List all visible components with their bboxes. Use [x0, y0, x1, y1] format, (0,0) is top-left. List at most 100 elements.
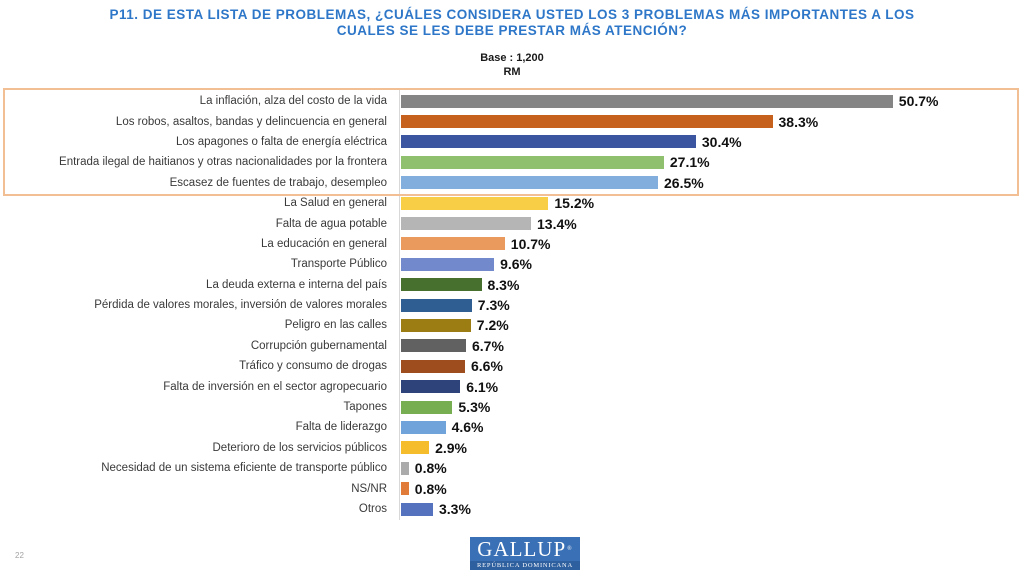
base-label: Base : 1,200	[480, 52, 544, 64]
bar-area: 6.7%	[401, 338, 1024, 354]
category-label: Escasez de fuentes de trabajo, desempleo	[169, 176, 387, 189]
bar-area: 4.6%	[401, 419, 1024, 435]
chart-row: Los robos, asaltos, bandas y delincuenci…	[0, 111, 1024, 131]
bar-area: 0.8%	[401, 481, 1024, 497]
chart-row: Corrupción gubernamental 6.7%	[0, 336, 1024, 356]
chart-row: NS/NR 0.8%	[0, 478, 1024, 498]
chart-row: La inflación, alza del costo de la vida 5…	[0, 91, 1024, 111]
value-label: 5.3%	[458, 399, 491, 416]
bar-area: 9.6%	[401, 256, 1024, 272]
bar	[401, 196, 549, 210]
category-label: Falta de inversión en el sector agropecu…	[163, 380, 387, 393]
bar-area: 38.3%	[401, 114, 1024, 130]
chart-row: Pérdida de valores morales, inversión de…	[0, 295, 1024, 315]
gallup-logo-text: GALLUP	[477, 537, 567, 561]
chart-row: Transporte Público 9.6%	[0, 254, 1024, 274]
chart-row: Falta de inversión en el sector agropecu…	[0, 376, 1024, 396]
category-label: Pérdida de valores morales, inversión de…	[94, 299, 387, 312]
category-label: Deterioro de los servicios públicos	[212, 441, 388, 454]
category-label: La Salud en general	[284, 197, 387, 210]
bar	[401, 502, 433, 516]
value-label: 30.4%	[701, 133, 742, 150]
chart-row: Falta de agua potable 13.4%	[0, 213, 1024, 233]
bar-area: 0.8%	[401, 460, 1024, 476]
category-label: Los apagones o falta de energía eléctric…	[176, 135, 387, 148]
bar	[401, 94, 893, 108]
chart-row: Entrada ilegal de haitianos y otras naci…	[0, 152, 1024, 172]
value-label: 50.7%	[898, 93, 939, 110]
value-label: 0.8%	[414, 460, 447, 477]
base-block: Base : 1,200 RM	[0, 51, 1024, 79]
bar-area: 6.6%	[401, 358, 1024, 374]
page-number: 22	[15, 551, 24, 560]
category-label: Tapones	[343, 401, 387, 414]
bar-area: 8.3%	[401, 277, 1024, 293]
bar-area: 2.9%	[401, 440, 1024, 456]
category-label: Otros	[358, 503, 387, 515]
page-title-line1: P11. DE ESTA LISTA DE PROBLEMAS, ¿CUÁLES…	[109, 7, 915, 22]
category-label: Transporte Público	[290, 258, 387, 271]
page-title-line2: CUALES SE LES DEBE PRESTAR MÁS ATENCIÓN?	[336, 23, 688, 38]
chart-row: Peligro en las calles 7.2%	[0, 315, 1024, 335]
bar-area: 30.4%	[401, 134, 1024, 150]
registered-mark: ®	[567, 546, 573, 552]
value-label: 15.2%	[554, 195, 595, 212]
bar	[401, 380, 461, 394]
value-label: 8.3%	[487, 276, 520, 293]
value-label: 38.3%	[778, 113, 819, 130]
bar	[401, 400, 453, 414]
bar-area: 10.7%	[401, 236, 1024, 252]
value-label: 3.3%	[439, 501, 471, 517]
bar-area: 13.4%	[401, 216, 1024, 232]
chart-row: Escasez de fuentes de trabajo, desempleo…	[0, 173, 1024, 193]
value-label: 6.7%	[472, 337, 504, 354]
bar	[401, 135, 696, 149]
value-label: 7.2%	[476, 317, 509, 334]
bar-area: 15.2%	[401, 195, 1024, 211]
bar-area: 50.7%	[401, 93, 1024, 109]
value-label: 10.7%	[510, 235, 551, 252]
category-label: Falta de agua potable	[275, 217, 387, 230]
bar	[401, 298, 472, 312]
bar-area: 6.1%	[401, 379, 1024, 395]
category-label: La inflación, alza del costo de la vida	[199, 95, 387, 108]
chart-row: La deuda externa e interna del país 8.3%	[0, 275, 1024, 295]
value-label: 2.9%	[435, 439, 468, 456]
bar	[401, 482, 409, 496]
bar	[401, 318, 471, 332]
bar-area: 5.3%	[401, 399, 1024, 415]
category-label: Entrada ilegal de haitianos y otras naci…	[59, 156, 387, 169]
chart-row: Deterioro de los servicios públicos 2.9%	[0, 438, 1024, 458]
bar	[401, 155, 664, 169]
chart-row: Tapones 5.3%	[0, 397, 1024, 417]
value-label: 27.1%	[669, 154, 710, 171]
chart-row: Tráfico y consumo de drogas 6.6%	[0, 356, 1024, 376]
bar	[401, 441, 430, 455]
bar-area: 26.5%	[401, 175, 1024, 191]
region-label: RM	[503, 66, 521, 78]
bar	[401, 278, 482, 292]
axis-line	[399, 90, 400, 520]
bar-area: 7.2%	[401, 317, 1024, 333]
bar	[401, 115, 773, 129]
bar-area: 3.3%	[401, 501, 1024, 517]
bar	[401, 176, 658, 190]
bar-area: 27.1%	[401, 154, 1024, 170]
gallup-logo-main: GALLUP ®	[470, 537, 580, 561]
chart-rows: La inflación, alza del costo de la vida 5…	[0, 91, 1024, 519]
category-label: La educación en general	[261, 237, 387, 250]
bar	[401, 420, 446, 434]
category-label: Corrupción gubernamental	[250, 339, 387, 352]
category-label: Peligro en las calles	[284, 319, 387, 332]
bar-area: 7.3%	[401, 297, 1024, 313]
value-label: 13.4%	[537, 215, 577, 232]
bar	[401, 257, 495, 271]
value-label: 26.5%	[664, 174, 704, 191]
value-label: 9.6%	[500, 256, 533, 273]
value-label: 6.6%	[471, 358, 503, 375]
category-label: Necesidad de un sistema eficiente de tra…	[101, 462, 387, 475]
gallup-logo-subtext: REPÚBLICA DOMINICANA	[470, 561, 580, 570]
category-label: Los robos, asaltos, bandas y delincuenci…	[115, 115, 387, 128]
page-title: P11. DE ESTA LISTA DE PROBLEMAS, ¿CUÁLES…	[0, 7, 1024, 39]
chart-row: La Salud en general 15.2%	[0, 193, 1024, 213]
